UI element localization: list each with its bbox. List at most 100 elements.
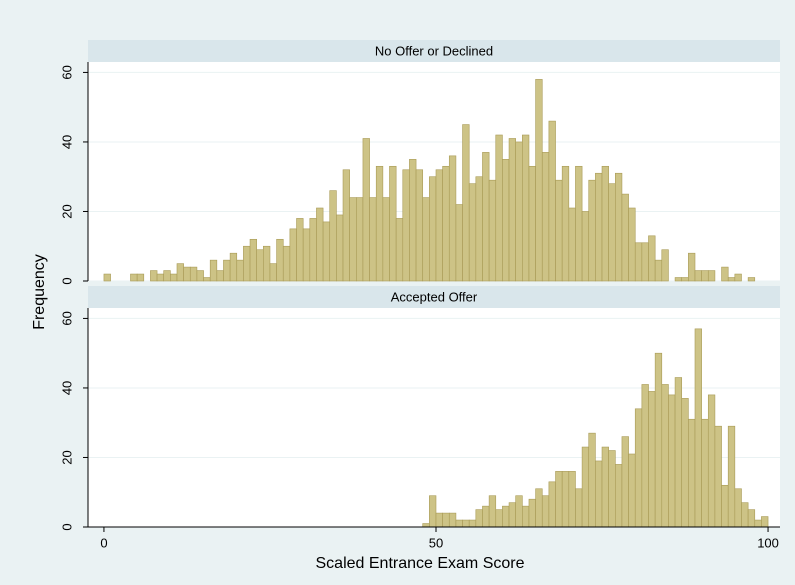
bar <box>621 436 629 528</box>
panel-title: Accepted Offer <box>391 289 478 304</box>
bar <box>522 134 530 282</box>
bar <box>189 266 198 282</box>
bar <box>203 277 211 282</box>
bar <box>721 266 729 282</box>
bar <box>701 270 709 282</box>
bar <box>508 138 516 282</box>
bar <box>256 249 264 282</box>
x-axis-title: Scaled Entrance Exam Score <box>316 555 525 572</box>
bar <box>628 453 636 528</box>
bar <box>448 512 457 528</box>
bar <box>568 207 576 282</box>
bar <box>515 141 523 282</box>
bar <box>488 495 497 528</box>
bar <box>183 266 191 282</box>
x-tick-label: 100 <box>757 535 779 550</box>
bar <box>482 505 490 528</box>
bar <box>462 124 470 282</box>
y-tick-label: 20 <box>59 204 74 218</box>
bar <box>263 245 271 282</box>
bar <box>688 418 696 528</box>
bar <box>654 352 663 528</box>
bar <box>429 495 437 528</box>
bar <box>575 488 583 528</box>
bar <box>541 152 550 282</box>
bar <box>654 259 663 282</box>
y-tick-label: 0 <box>59 523 74 530</box>
bar <box>522 505 530 528</box>
bar <box>502 505 510 528</box>
bar <box>302 228 311 282</box>
bar <box>468 519 477 528</box>
bar <box>535 79 543 282</box>
bar <box>548 481 556 528</box>
bar <box>475 176 483 282</box>
bar <box>229 252 238 282</box>
bar <box>747 509 756 528</box>
x-tick-label: 50 <box>429 535 443 550</box>
bar <box>369 197 377 282</box>
bar <box>541 495 550 528</box>
bar <box>150 270 158 282</box>
bar <box>555 179 563 282</box>
bar <box>727 277 736 282</box>
bar <box>595 172 603 282</box>
bar <box>588 179 596 282</box>
bar <box>176 263 184 282</box>
bar <box>714 425 722 528</box>
bar <box>322 221 331 282</box>
bar <box>707 270 716 282</box>
bar <box>488 179 497 282</box>
bar <box>674 377 683 528</box>
panel-title: No Offer or Declined <box>375 43 493 58</box>
bar <box>568 471 576 528</box>
bar <box>747 277 756 282</box>
bar <box>482 152 490 282</box>
bar <box>548 120 556 282</box>
bar <box>216 270 224 282</box>
bar <box>156 273 165 282</box>
bar <box>707 394 716 528</box>
bar <box>754 519 762 528</box>
bar <box>402 169 410 282</box>
bar <box>422 197 430 282</box>
y-tick-label: 20 <box>59 450 74 464</box>
bar <box>555 471 563 528</box>
bar <box>561 471 570 528</box>
panel-strip <box>88 40 780 62</box>
y-tick-label: 60 <box>59 311 74 325</box>
bar <box>455 204 463 282</box>
y-tick-label: 40 <box>59 135 74 149</box>
bar <box>615 464 623 528</box>
bar <box>209 259 218 282</box>
bar <box>688 252 696 282</box>
bar <box>342 169 350 282</box>
bar <box>103 273 111 282</box>
bar <box>276 238 284 282</box>
bar <box>316 207 324 282</box>
bar <box>163 270 171 282</box>
bar <box>429 176 437 282</box>
bar <box>196 270 204 282</box>
bar <box>475 509 483 528</box>
bar <box>601 446 609 528</box>
bar <box>734 488 742 528</box>
bar <box>648 235 656 282</box>
bar <box>448 155 457 282</box>
bar <box>581 211 590 282</box>
bar <box>727 425 736 528</box>
bar <box>130 273 138 282</box>
bar <box>269 263 277 282</box>
x-tick-label: 0 <box>100 535 107 550</box>
y-tick-label: 0 <box>59 277 74 284</box>
bar <box>495 134 503 282</box>
bar <box>282 245 291 282</box>
bar <box>409 159 417 282</box>
bar <box>442 512 450 528</box>
bar <box>668 394 676 528</box>
bar <box>694 328 702 528</box>
bar <box>661 384 669 528</box>
bar <box>442 165 450 282</box>
panel-strip <box>88 286 780 308</box>
